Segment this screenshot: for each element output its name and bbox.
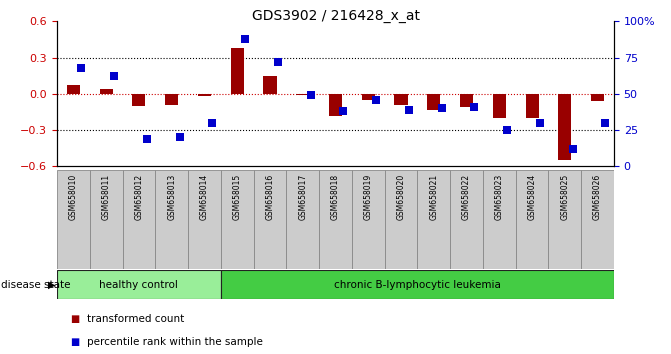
Text: ▶: ▶: [48, 280, 56, 290]
Bar: [450, 170, 483, 269]
Bar: [123, 170, 155, 269]
Bar: [296, 94, 309, 95]
Point: [305, 92, 316, 98]
Bar: [254, 170, 287, 269]
Bar: [188, 170, 221, 269]
Point: [109, 74, 119, 79]
Point: [436, 105, 447, 111]
Bar: [548, 170, 581, 269]
Bar: [231, 48, 244, 94]
Bar: [581, 170, 614, 269]
Text: GSM658010: GSM658010: [69, 174, 78, 220]
Text: GSM658022: GSM658022: [462, 174, 471, 220]
Bar: [287, 170, 319, 269]
Text: percentile rank within the sample: percentile rank within the sample: [87, 337, 263, 347]
Point: [240, 36, 250, 41]
Point: [272, 59, 283, 65]
Bar: [90, 170, 123, 269]
Text: GSM658014: GSM658014: [200, 174, 209, 220]
Text: disease state: disease state: [1, 280, 71, 290]
Point: [174, 135, 185, 140]
Text: GSM658018: GSM658018: [331, 174, 340, 220]
Point: [76, 65, 87, 70]
Point: [567, 146, 578, 152]
Bar: [427, 94, 440, 109]
Point: [338, 108, 349, 114]
Text: GSM658026: GSM658026: [593, 174, 602, 220]
Bar: [395, 94, 407, 105]
Text: GSM658015: GSM658015: [233, 174, 242, 220]
Text: chronic B-lymphocytic leukemia: chronic B-lymphocytic leukemia: [334, 280, 501, 290]
Bar: [483, 170, 516, 269]
Point: [502, 127, 513, 133]
Point: [403, 107, 414, 113]
Point: [142, 136, 152, 142]
Bar: [67, 85, 80, 94]
Bar: [221, 170, 254, 269]
Text: GSM658024: GSM658024: [527, 174, 537, 220]
Point: [207, 120, 217, 126]
Text: GSM658023: GSM658023: [495, 174, 504, 220]
Bar: [417, 170, 450, 269]
Text: GSM658017: GSM658017: [298, 174, 307, 220]
Text: GSM658013: GSM658013: [167, 174, 176, 220]
Point: [371, 97, 382, 102]
Point: [535, 120, 546, 126]
Text: GSM658021: GSM658021: [429, 174, 438, 220]
Bar: [558, 94, 572, 160]
Bar: [165, 94, 178, 105]
Point: [600, 120, 611, 126]
Text: GSM658025: GSM658025: [560, 174, 569, 220]
Text: GSM658011: GSM658011: [102, 174, 111, 220]
Text: GDS3902 / 216428_x_at: GDS3902 / 216428_x_at: [252, 9, 419, 23]
Bar: [516, 170, 548, 269]
Text: healthy control: healthy control: [99, 280, 178, 290]
Text: GSM658019: GSM658019: [364, 174, 373, 220]
Bar: [352, 170, 384, 269]
Text: ■: ■: [70, 337, 80, 347]
Bar: [198, 94, 211, 96]
Bar: [525, 94, 539, 118]
Bar: [57, 270, 221, 299]
Point: [469, 104, 480, 110]
Text: GSM658016: GSM658016: [266, 174, 274, 220]
Bar: [329, 94, 342, 115]
Bar: [493, 94, 506, 118]
Bar: [362, 94, 375, 100]
Text: GSM658012: GSM658012: [134, 174, 144, 220]
Bar: [132, 94, 146, 106]
Text: GSM658020: GSM658020: [397, 174, 405, 220]
Bar: [221, 270, 614, 299]
Bar: [99, 89, 113, 94]
Bar: [591, 94, 604, 101]
Bar: [57, 170, 90, 269]
Bar: [384, 170, 417, 269]
Bar: [460, 94, 473, 107]
Text: ■: ■: [70, 314, 80, 324]
Text: transformed count: transformed count: [87, 314, 185, 324]
Bar: [319, 170, 352, 269]
Bar: [264, 76, 276, 94]
Bar: [155, 170, 188, 269]
